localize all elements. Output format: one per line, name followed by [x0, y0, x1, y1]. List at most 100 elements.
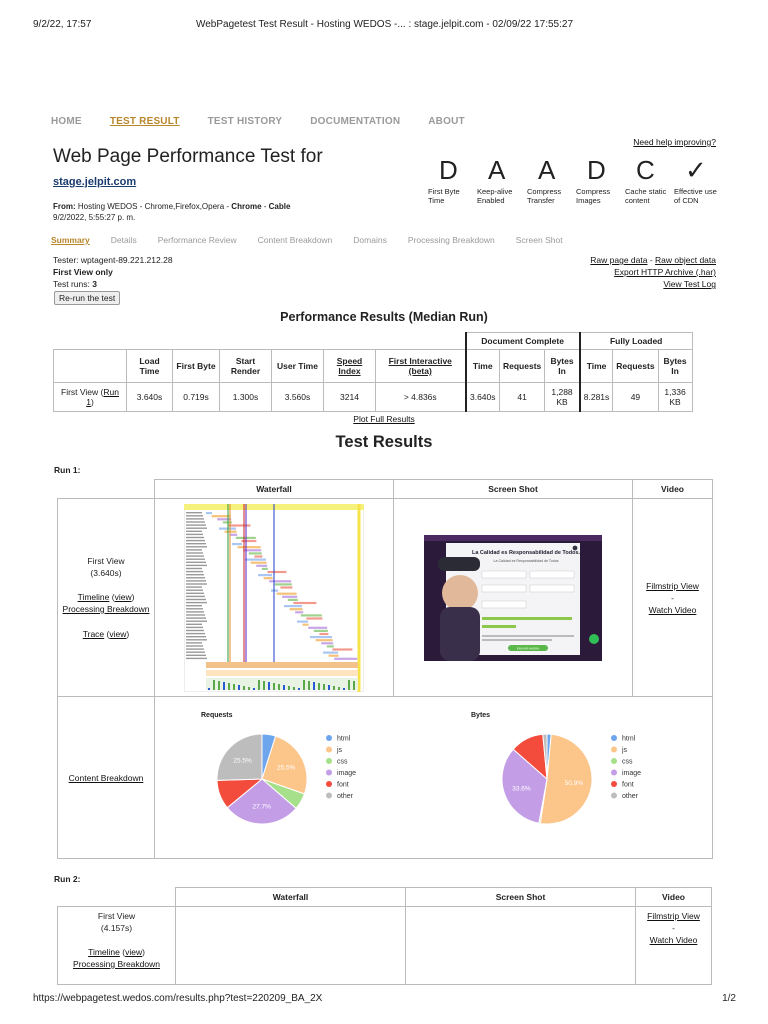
doc-requests-value: 41 [498, 382, 546, 412]
legend-item: font [337, 782, 349, 789]
links-separator: - [647, 255, 656, 265]
grade-cdn[interactable]: ✓ Effective use of CDN [671, 153, 719, 205]
grade-letter: D [439, 155, 458, 185]
print-page-number: 1/2 [722, 993, 736, 1004]
tab-processing-breakdown[interactable]: Processing Breakdown [407, 235, 495, 245]
from-value: Hosting WEDOS - Chrome,Firefox,Opera - [77, 202, 230, 211]
legend-swatch [326, 792, 332, 799]
legend-item: html [337, 736, 351, 743]
video-separator-2: - [672, 923, 675, 933]
test-runs-value: 3 [92, 279, 97, 289]
legend-swatch [611, 746, 617, 753]
site-link[interactable]: stage.jelpit.com [53, 176, 137, 188]
grade-label: Effective use of CDN [674, 187, 717, 205]
test-location: From: Hosting WEDOS - Chrome,Firefox,Ope… [53, 201, 290, 223]
nav-home[interactable]: HOME [51, 116, 82, 127]
grade-first-byte[interactable]: D First Byte Time [425, 153, 473, 205]
video-header-2: Video [635, 887, 712, 907]
waterfall-image[interactable] [184, 503, 364, 692]
legend-item: font [622, 782, 634, 789]
col-load-time: Load Time [126, 349, 173, 383]
timeline-view-link-2[interactable]: view [125, 947, 143, 957]
legend-swatch [611, 792, 617, 799]
run-2-label: Run 2: [54, 874, 81, 884]
print-header: 9/2/22, 17:57 WebPagetest Test Result - … [33, 19, 736, 30]
nav-about[interactable]: ABOUT [428, 116, 465, 127]
nav-test-history[interactable]: TEST HISTORY [207, 116, 283, 127]
legend-item: other [337, 793, 354, 800]
content-breakdown-link[interactable]: Content Breakdown [68, 772, 144, 783]
screenshot-image[interactable]: La Calidad es Responsabilidad de Todos. … [424, 534, 602, 661]
processing-breakdown-link-2[interactable]: Processing Breakdown [73, 959, 160, 969]
print-footer: https://webpagetest.wedos.com/results.ph… [33, 993, 736, 1004]
legend-item: image [337, 770, 356, 777]
col-full-bytes: Bytes In [657, 349, 693, 383]
col-doc-bytes: Bytes In [544, 349, 581, 383]
row-label-end: ) [90, 397, 94, 407]
filmstrip-view-link[interactable]: Filmstrip View [646, 580, 699, 591]
filmstrip-view-link-2[interactable]: Filmstrip View [647, 911, 700, 921]
raw-object-data-link[interactable]: Raw object data [655, 255, 716, 265]
check-icon: ✓ [685, 155, 707, 185]
tab-details[interactable]: Details [110, 235, 137, 245]
legend-swatch [611, 769, 617, 776]
first-view-time: (3.640s) [90, 568, 122, 578]
processing-breakdown-link[interactable]: Processing Breakdown [62, 604, 150, 614]
legend-swatch [611, 758, 617, 764]
timeline-view-link[interactable]: view [114, 592, 132, 602]
pie-slice-js [261, 735, 308, 795]
video-header: Video [632, 479, 713, 499]
run-1-table: Waterfall Screen Shot Video First View (… [57, 479, 713, 859]
view-test-log-link[interactable]: View Test Log [663, 279, 716, 289]
first-view-cell: First View (3.640s) Timeline (view) Proc… [57, 498, 155, 697]
tab-summary[interactable]: Summary [51, 235, 90, 245]
first-byte-value: 0.719s [172, 382, 220, 412]
watch-video-link[interactable]: Watch Video [648, 604, 697, 615]
legend-swatch [326, 758, 332, 764]
plot-full-results-link[interactable]: Plot Full Results [353, 414, 415, 424]
tab-domains[interactable]: Domains [353, 235, 387, 245]
full-bytes-value: 1,336 KB [657, 382, 693, 412]
help-link[interactable]: Need help improving? [633, 137, 716, 147]
watch-video-link-2[interactable]: Watch Video [649, 935, 698, 945]
pie-slice-label: 33.6% [512, 785, 531, 792]
pie-slice-label: 25.5% [277, 764, 296, 771]
test-runs: Test runs: 3 [53, 278, 173, 290]
screenshot-cell: La Calidad es Responsabilidad de Todos. … [393, 498, 633, 697]
col-speed-index[interactable]: Speed Index [323, 349, 376, 383]
col-full-time: Time [578, 349, 614, 383]
waterfall-cell [154, 498, 394, 697]
export-har-link[interactable]: Export HTTP Archive (.har) [614, 267, 716, 277]
raw-page-data-link[interactable]: Raw page data [590, 255, 648, 265]
doc-complete-header: Document Complete [464, 332, 581, 350]
tester-info: Tester: wptagent-89.221.212.28 First Vie… [53, 254, 173, 290]
tab-content-breakdown[interactable]: Content Breakdown [257, 235, 333, 245]
trace-view-link[interactable]: view [109, 629, 127, 639]
grade-compress-images[interactable]: D Compress Images [573, 153, 621, 205]
col-first-interactive[interactable]: First Interactive (beta) [375, 349, 466, 383]
user-time-value: 3.560s [271, 382, 324, 412]
first-view-time: (4.157s) [100, 923, 133, 933]
nav-documentation[interactable]: DOCUMENTATION [310, 116, 401, 127]
nav-test-result[interactable]: TEST RESULT [109, 116, 180, 127]
main-nav: HOME TEST RESULT TEST HISTORY DOCUMENTAT… [51, 116, 493, 127]
timeline-link-2[interactable]: Timeline [88, 947, 120, 957]
tab-screen-shot[interactable]: Screen Shot [515, 235, 563, 245]
row-label: First View (Run 1) [53, 382, 127, 412]
trace-link[interactable]: Trace [82, 629, 105, 639]
tab-performance-review[interactable]: Performance Review [157, 235, 237, 245]
legend-item: css [337, 759, 348, 766]
load-time-value: 3.640s [126, 382, 173, 412]
run-1-link[interactable]: Run 1 [86, 387, 119, 407]
start-render-value: 1.300s [219, 382, 272, 412]
first-interactive-value: > 4.836s [375, 382, 466, 412]
tester-name: Tester: wptagent-89.221.212.28 [53, 255, 173, 265]
grade-compress-transfer[interactable]: A Compress Transfer [524, 153, 572, 205]
full-requests-value: 49 [612, 382, 659, 412]
speed-index-value: 3214 [323, 382, 376, 412]
grade-cache-static[interactable]: C Cache static content [622, 153, 670, 205]
timeline-link[interactable]: Timeline [77, 592, 110, 602]
test-results-title: Test Results [335, 433, 433, 451]
grade-keep-alive[interactable]: A Keep-alive Enabled [474, 153, 522, 205]
rerun-button[interactable]: Re-run the test [54, 291, 121, 305]
